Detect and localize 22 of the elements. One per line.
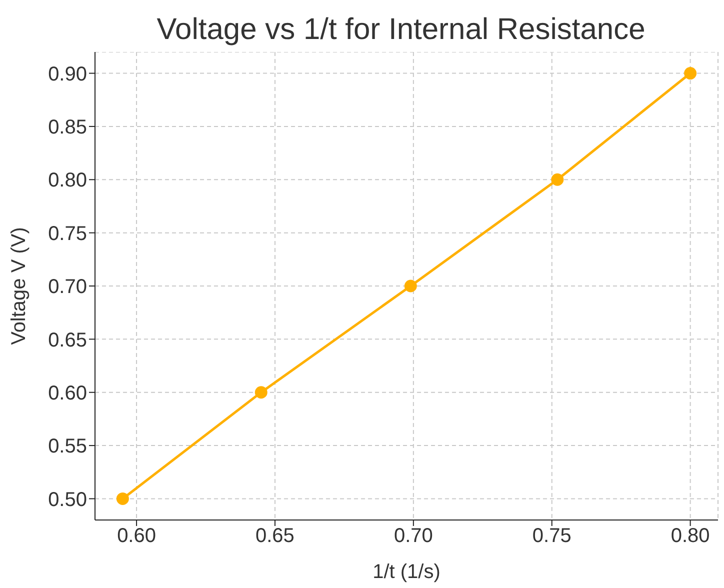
y-axis-title: Voltage V (V) — [8, 227, 30, 345]
y-tick-label: 0.70 — [48, 276, 87, 298]
y-tick-label: 0.80 — [48, 170, 87, 192]
point — [551, 173, 564, 186]
x-tick-label: 0.70 — [394, 525, 433, 548]
point — [684, 67, 697, 80]
y-tick-label: 0.65 — [48, 329, 87, 352]
y-tick-label: 0.85 — [48, 116, 87, 139]
x-tick-label: 0.80 — [670, 525, 710, 548]
y-tick-label: 0.60 — [48, 382, 87, 404]
x-tick-label: 0.65 — [256, 525, 294, 548]
x-axis-title: 1/t (1/s) — [372, 561, 440, 583]
point — [254, 386, 268, 399]
y-tick-label: 0.75 — [48, 222, 87, 245]
x-tick-label: 0.60 — [117, 525, 156, 548]
y-tick-label: 0.50 — [48, 488, 87, 511]
x-tick-label: 0.75 — [532, 525, 572, 548]
y-tick-label: 0.55 — [48, 436, 87, 458]
point — [116, 492, 129, 505]
y-tick-label: 0.90 — [48, 63, 87, 86]
chart-title: Voltage vs 1/t for Internal Resistance — [156, 12, 646, 48]
point — [404, 280, 417, 292]
